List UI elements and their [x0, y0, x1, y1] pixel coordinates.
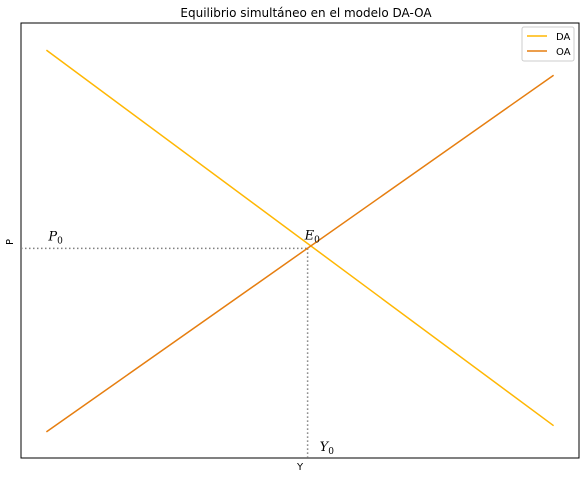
legend-label-da: DA [556, 32, 571, 43]
legend-label-oa: OA [556, 47, 571, 58]
annotation-p0: P0 [47, 229, 63, 246]
annotation-e0: E0 [304, 228, 321, 245]
annotations: P0 E0 Y0 [47, 228, 334, 457]
plot-area [20, 22, 580, 459]
series-layer [45, 49, 555, 433]
chart-title: Equilibrio simultáneo en el modelo DA-OA [180, 6, 432, 20]
legend: DA OA [521, 26, 575, 62]
guide-lines [21, 247, 309, 458]
y-axis-label: P [5, 239, 16, 245]
series-line-oa [45, 74, 555, 433]
annotation-y0: Y0 [320, 440, 335, 457]
x-axis-label: Y [296, 462, 304, 473]
series-line-da [45, 49, 555, 427]
